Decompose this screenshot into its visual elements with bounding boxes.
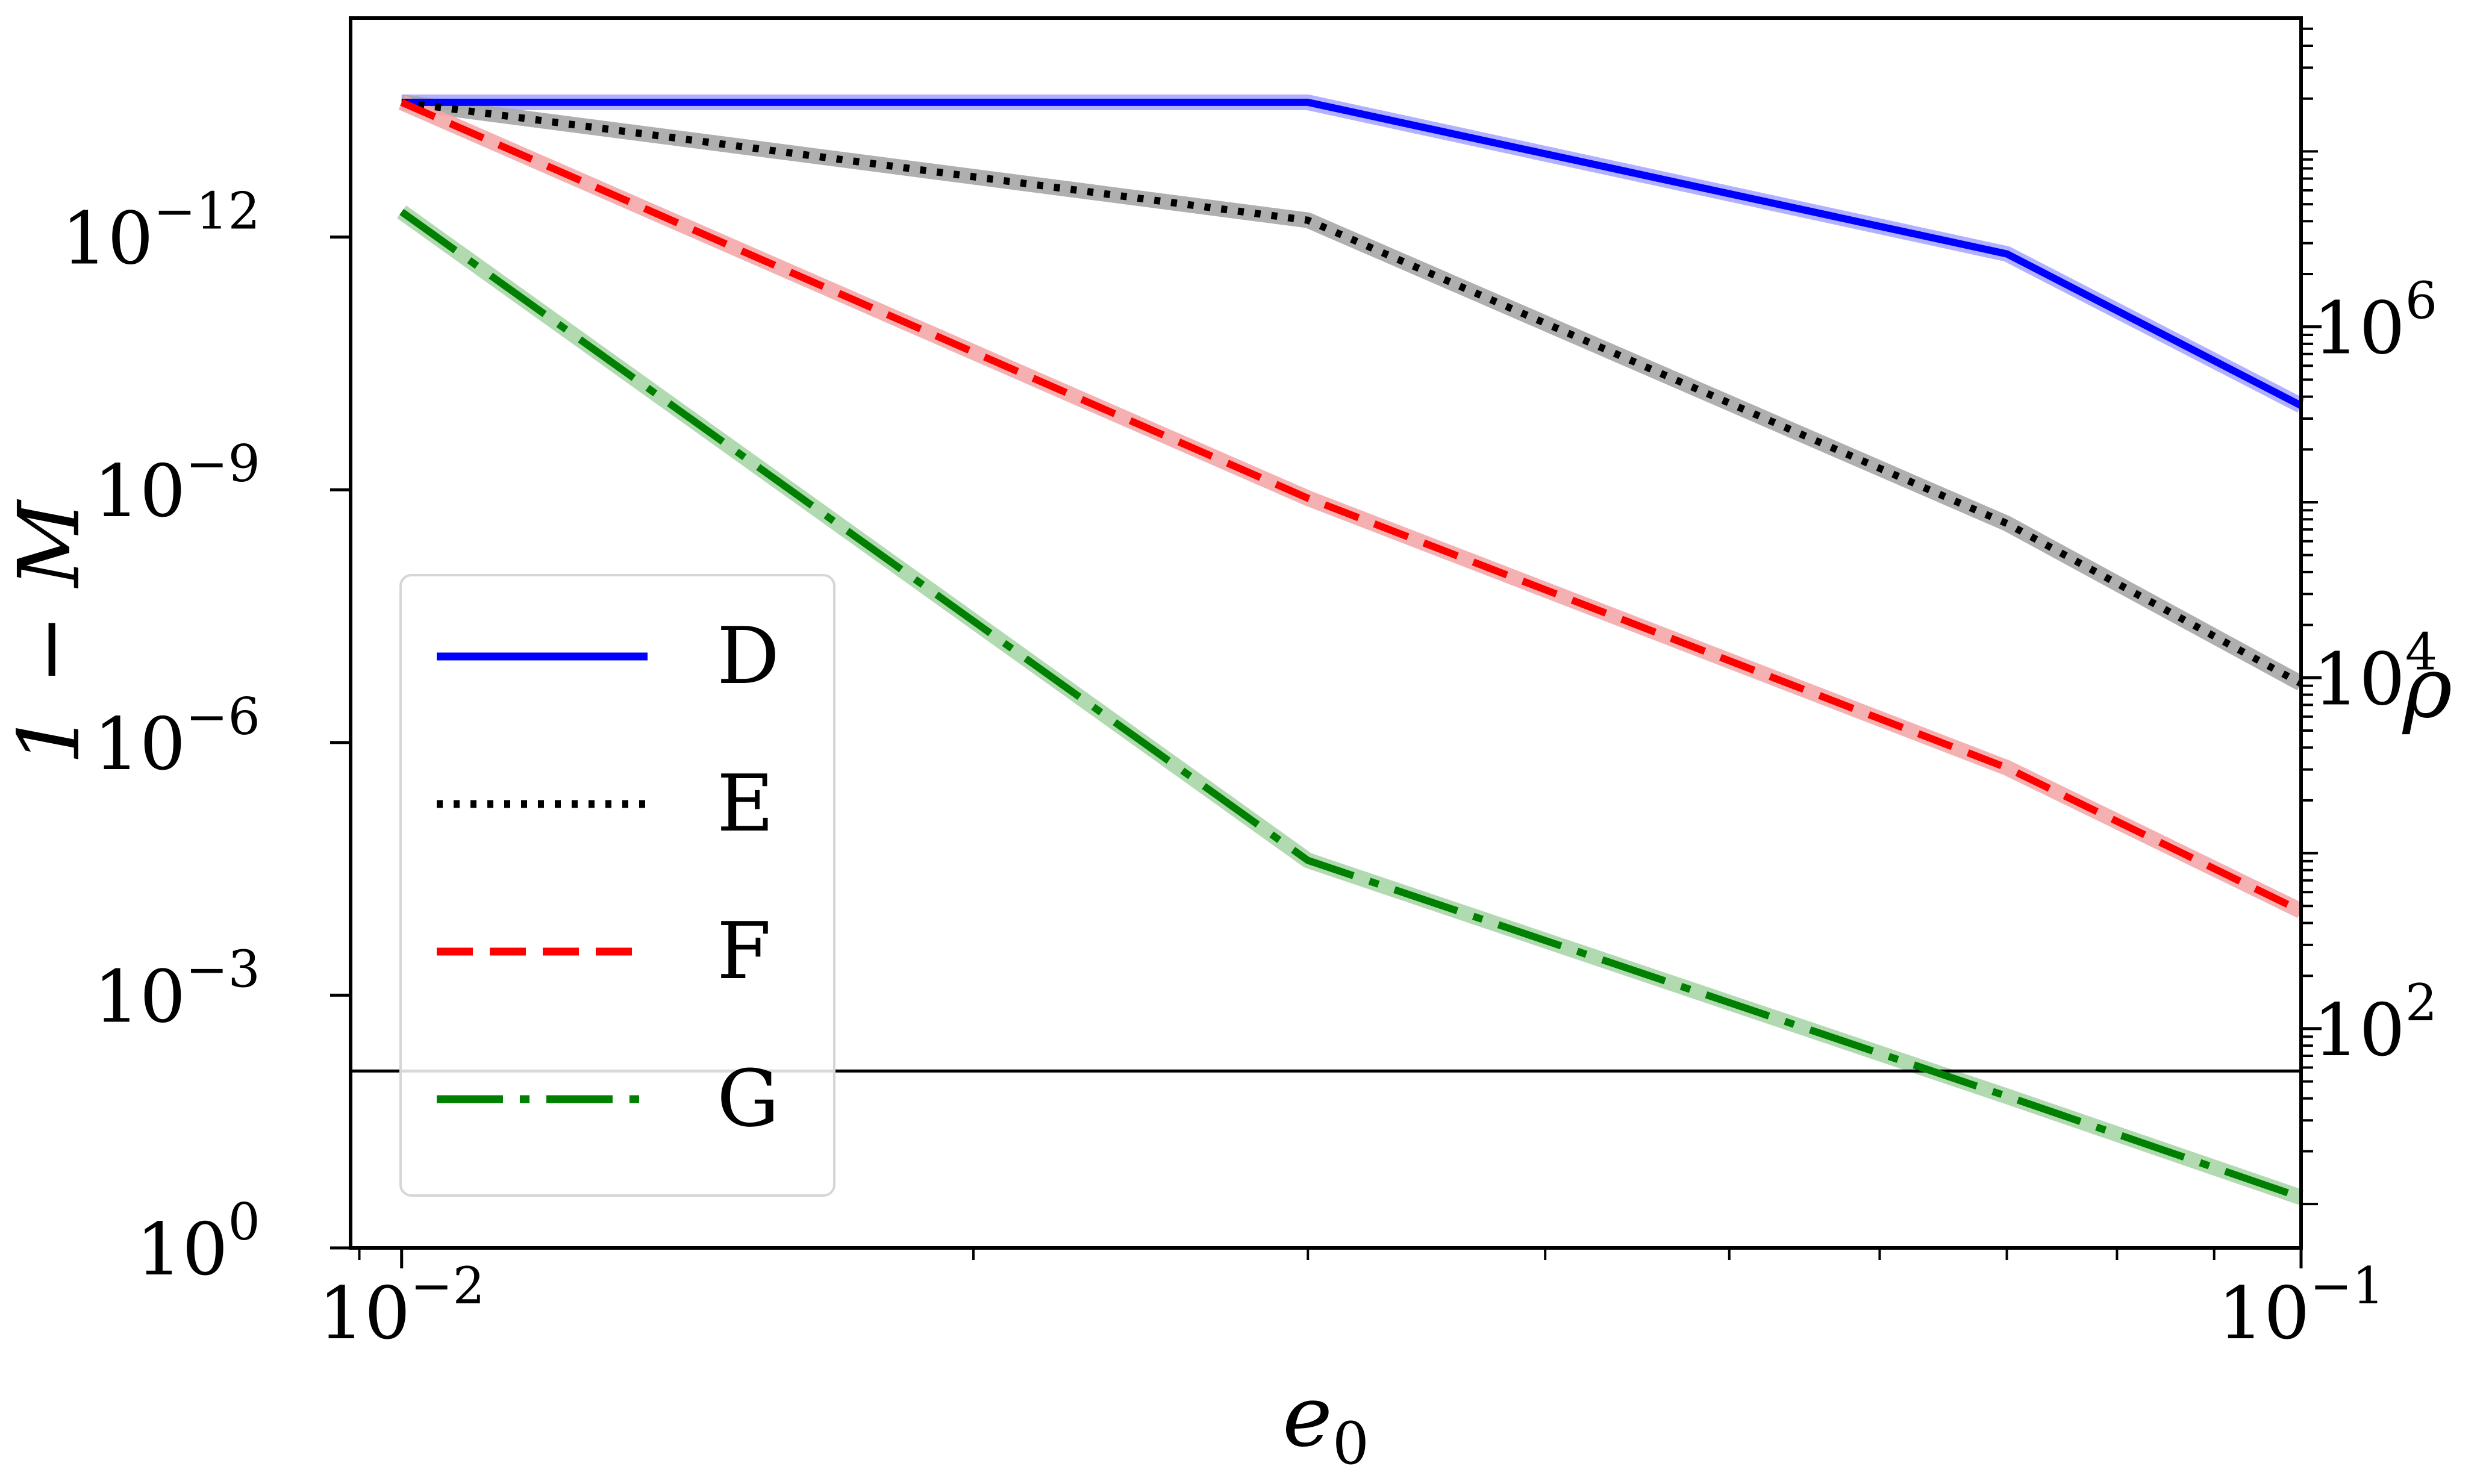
series-line-E — [401, 98, 2303, 687]
y-tick-label-exponent: −6 — [186, 687, 260, 746]
x-tick-label-base: 10 — [2218, 1272, 2310, 1356]
y2-tick-label-exponent: 6 — [2405, 272, 2437, 331]
x-tick-label: 10−2 — [318, 1256, 485, 1356]
y-tick-label: 10−6 — [93, 687, 260, 787]
y2-tick-label: 106 — [2313, 272, 2437, 371]
legend-label: E — [717, 758, 774, 849]
y-tick-label: 10−12 — [61, 182, 260, 281]
y2-tick-label-base: 10 — [2313, 989, 2405, 1073]
y2-tick-label: 102 — [2313, 973, 2437, 1073]
x-tick-label-exponent: −1 — [2310, 1256, 2384, 1315]
x-axis-label-subscript: 0 — [1332, 1410, 1369, 1477]
x-tick-label-base: 10 — [318, 1272, 410, 1356]
legend-label: F — [717, 905, 771, 997]
y-tick-label-exponent: 0 — [228, 1192, 260, 1252]
y-axis-label: 1 − M — [1, 499, 99, 765]
y-tick-label: 10−3 — [93, 940, 260, 1039]
series-line-D — [401, 98, 2303, 409]
x-tick-label: 10−1 — [2218, 1256, 2385, 1356]
x-axis-label-main: e — [1282, 1368, 1332, 1466]
x-axis-label: e0 — [1282, 1368, 1369, 1477]
y-tick-label-base: 10 — [136, 1208, 228, 1292]
y2-tick-label-exponent: 2 — [2405, 973, 2437, 1032]
y-tick-label: 10−9 — [93, 434, 260, 534]
y2-tick-label-exponent: 4 — [2405, 622, 2437, 681]
legend-label: G — [717, 1053, 779, 1144]
legend-item-F: F — [437, 905, 771, 997]
legend-box — [399, 574, 835, 1197]
y-tick-label-exponent: −12 — [154, 182, 260, 241]
y2-tick-label: 104 — [2313, 622, 2437, 722]
y-tick-label-base: 10 — [93, 450, 186, 534]
series-band-D — [401, 94, 2305, 413]
legend-label: D — [717, 610, 779, 702]
series-line-G — [399, 208, 2302, 1201]
axis-ticks — [330, 27, 2322, 1268]
y2-tick-label-base: 10 — [2313, 638, 2405, 722]
legend-item-G: G — [437, 1053, 779, 1144]
y2-axis-label: ρ — [2402, 639, 2452, 737]
plot-frame — [349, 16, 2303, 1250]
y-tick-label-base: 10 — [61, 198, 154, 281]
y-tick-label-base: 10 — [93, 955, 186, 1039]
legend-item-D: D — [437, 610, 779, 702]
y-tick-label: 100 — [136, 1192, 260, 1292]
series-line-F — [400, 99, 2303, 914]
y-tick-label-base: 10 — [93, 703, 186, 787]
series-lines — [399, 98, 2303, 1201]
x-tick-label-exponent: −2 — [410, 1256, 485, 1315]
y-tick-label-exponent: −3 — [186, 940, 260, 999]
legend-item-E: E — [437, 758, 774, 849]
y-tick-label-exponent: −9 — [186, 434, 260, 493]
y2-tick-label-base: 10 — [2313, 287, 2405, 371]
